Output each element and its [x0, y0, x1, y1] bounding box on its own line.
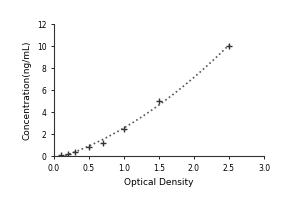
- Y-axis label: Concentration(ng/mL): Concentration(ng/mL): [22, 40, 31, 140]
- X-axis label: Optical Density: Optical Density: [124, 178, 194, 187]
